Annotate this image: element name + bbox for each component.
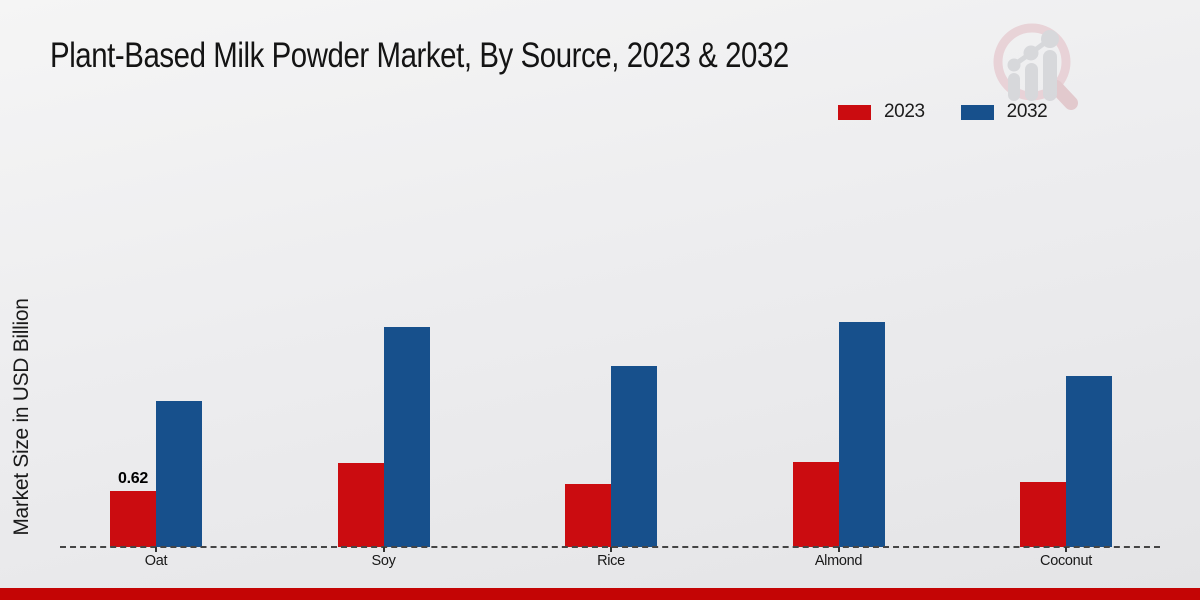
category-label-oat: Oat: [144, 553, 168, 569]
legend-label: 2023: [884, 101, 925, 122]
footer-bar: [0, 588, 1200, 600]
category-label-soy: Soy: [371, 553, 396, 569]
bar-2023-oat: [110, 491, 156, 547]
bar-2023-soy: [337, 463, 384, 547]
x-axis-tick: [155, 547, 157, 552]
legend: 2023 2032: [838, 101, 1048, 123]
bar-value-label: 0.62: [118, 470, 148, 487]
legend-item-2032: 2032: [960, 101, 1048, 123]
x-axis-tick: [1065, 547, 1067, 552]
chart-title: Plant-Based Milk Powder Market, By Sourc…: [50, 36, 789, 75]
bar-2023-rice: [565, 484, 611, 547]
x-axis-tick: [382, 547, 385, 552]
category-label-almond: Almond: [814, 553, 863, 569]
x-axis-tick: [610, 547, 612, 552]
bar-2032-almond: [838, 322, 885, 547]
legend-label: 2032: [1006, 101, 1048, 122]
legend-swatch: [838, 104, 871, 120]
bar-2023-almond: [792, 462, 839, 547]
legend-item-2023: 2023: [838, 101, 925, 123]
bar-2032-coconut: [1066, 376, 1112, 547]
bar-2023-coconut: [1020, 482, 1066, 547]
category-label-rice: Rice: [597, 553, 625, 569]
bar-2032-rice: [611, 366, 657, 547]
x-axis-tick: [837, 547, 840, 552]
category-label-coconut: Coconut: [1040, 553, 1092, 569]
bar-2032-soy: [383, 327, 430, 547]
legend-swatch: [960, 104, 994, 120]
bar-2032-oat: [156, 401, 202, 547]
plot-area: 0.62: [110, 322, 1112, 547]
magnifier-bar-chart-icon: [993, 23, 1078, 110]
